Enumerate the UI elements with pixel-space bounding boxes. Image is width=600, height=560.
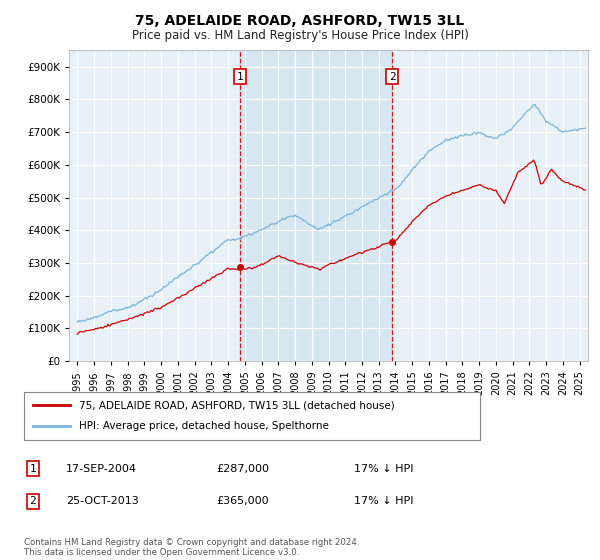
Text: 1: 1 [29,464,37,474]
Text: £287,000: £287,000 [216,464,269,474]
FancyBboxPatch shape [24,392,480,440]
Text: 25-OCT-2013: 25-OCT-2013 [66,496,139,506]
Text: Contains HM Land Registry data © Crown copyright and database right 2024.
This d: Contains HM Land Registry data © Crown c… [24,538,359,557]
Text: 17-SEP-2004: 17-SEP-2004 [66,464,137,474]
Text: 75, ADELAIDE ROAD, ASHFORD, TW15 3LL: 75, ADELAIDE ROAD, ASHFORD, TW15 3LL [136,14,464,28]
Text: Price paid vs. HM Land Registry's House Price Index (HPI): Price paid vs. HM Land Registry's House … [131,29,469,42]
Text: 2: 2 [389,72,395,82]
Text: 17% ↓ HPI: 17% ↓ HPI [354,496,413,506]
Text: 17% ↓ HPI: 17% ↓ HPI [354,464,413,474]
Text: £365,000: £365,000 [216,496,269,506]
Bar [240,50,392,361]
Text: 2: 2 [29,496,37,506]
Text: HPI: Average price, detached house, Spelthorne: HPI: Average price, detached house, Spel… [79,421,329,431]
Text: 1: 1 [236,72,244,82]
Text: 75, ADELAIDE ROAD, ASHFORD, TW15 3LL (detached house): 75, ADELAIDE ROAD, ASHFORD, TW15 3LL (de… [79,400,394,410]
